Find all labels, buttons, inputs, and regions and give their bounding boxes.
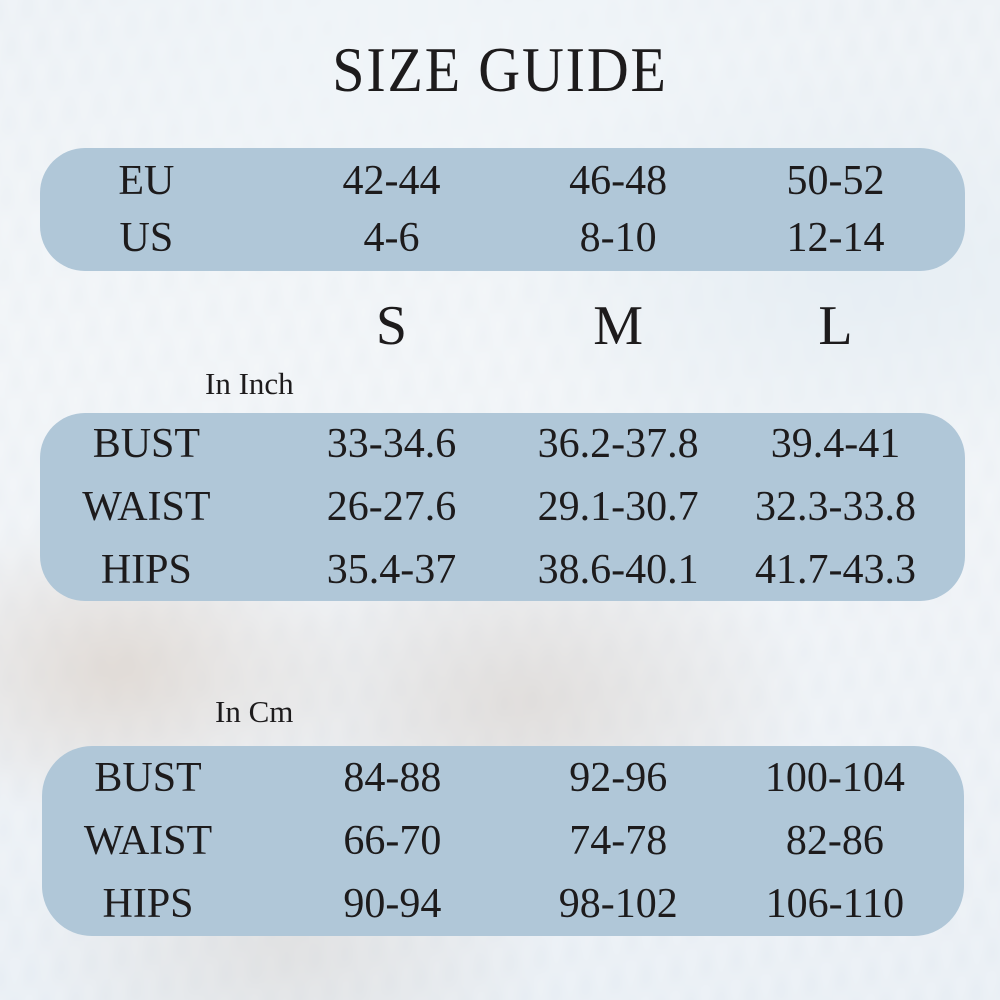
row-label-waist: WAIST [82,483,211,530]
hips-cm-s: 90-94 [343,881,442,928]
row-label-eu: EU [118,157,175,204]
table-row-us: US 4-6 8-10 12-14 [40,215,965,261]
table-row-eu: EU 42-44 46-48 50-52 [40,158,965,204]
eu-size-m: 46-48 [569,157,668,204]
row-label-waist: WAIST [83,817,213,864]
waist-cm-m: 74-78 [569,817,668,864]
row-label-us: US [119,215,174,262]
waist-inch-m: 29.1-30.7 [537,483,699,530]
eu-size-s: 42-44 [342,157,441,204]
inch-unit-label: In Inch [205,366,294,401]
row-label-bust: BUST [92,421,201,468]
row-label-hips: HIPS [102,881,194,928]
cm-measurements-panel: BUST 84-88 92-96 100-104 WAIST 66-70 74-… [42,746,964,936]
hips-cm-m: 98-102 [558,881,678,928]
waist-cm-s: 66-70 [343,817,442,864]
eu-size-l: 50-52 [786,157,885,204]
row-label-bust: BUST [94,754,202,801]
row-label-hips: HIPS [100,546,192,593]
us-size-s: 4-6 [363,215,420,262]
hips-inch-s: 35.4-37 [326,546,457,593]
table-row-waist-cm: WAIST 66-70 74-78 82-86 [42,818,964,864]
bust-inch-m: 36.2-37.8 [537,421,699,468]
table-row-hips-inch: HIPS 35.4-37 38.6-40.1 41.7-43.3 [40,547,965,593]
table-row-waist-inch: WAIST 26-27.6 29.1-30.7 32.3-33.8 [40,484,965,530]
bust-cm-m: 92-96 [569,754,668,801]
bust-inch-l: 39.4-41 [770,421,901,468]
inch-measurements-panel: BUST 33-34.6 36.2-37.8 39.4-41 WAIST 26-… [40,413,965,601]
size-letter-headers: S M L [40,294,965,360]
us-size-m: 8-10 [579,215,657,262]
waist-inch-s: 26-27.6 [326,483,457,530]
table-row-hips-cm: HIPS 90-94 98-102 106-110 [42,881,964,927]
bust-cm-l: 100-104 [764,754,905,801]
hips-inch-m: 38.6-40.1 [537,546,699,593]
table-row-bust-cm: BUST 84-88 92-96 100-104 [42,755,964,801]
eu-us-size-panel: EU 42-44 46-48 50-52 US 4-6 8-10 12-14 [40,148,965,271]
waist-inch-l: 32.3-33.8 [755,483,916,530]
waist-cm-l: 82-86 [785,817,884,864]
hips-inch-l: 41.7-43.3 [755,546,916,593]
bust-inch-s: 33-34.6 [326,421,457,468]
hips-cm-l: 106-110 [765,881,905,928]
size-header-m: M [593,295,644,358]
size-header-s: S [375,295,408,358]
cm-unit-label: In Cm [215,694,294,729]
table-row-bust-inch: BUST 33-34.6 36.2-37.8 39.4-41 [40,421,965,467]
size-header-l: L [818,295,853,358]
bust-cm-s: 84-88 [343,754,442,801]
us-size-l: 12-14 [786,215,885,262]
page-title: SIZE GUIDE [332,35,668,105]
